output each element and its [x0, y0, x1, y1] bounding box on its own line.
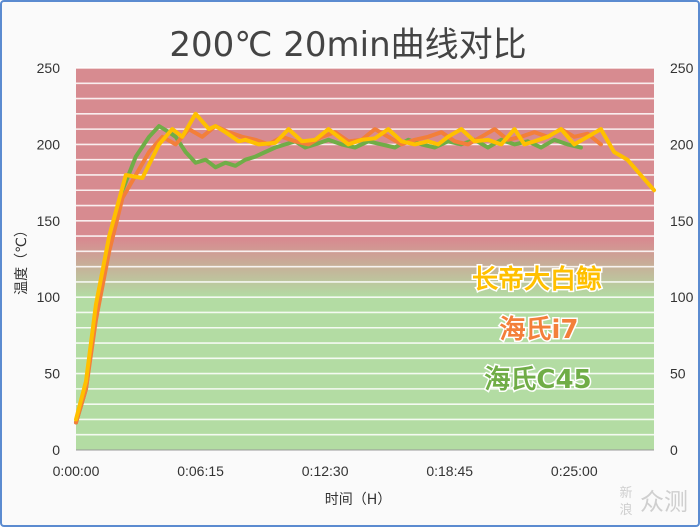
y-tick-label-right: 50: [670, 366, 686, 382]
y-axis-right-ticks: 0 50 100 150 200 250: [670, 60, 694, 458]
y-tick-label-right: 200: [670, 136, 694, 152]
legend-entry-haishi-i7: 海氏i7: [499, 315, 578, 345]
series-line-0: [74, 111, 656, 422]
y-tick-label-left: 200: [37, 136, 61, 152]
x-tick-label: 0:25:00: [551, 463, 598, 479]
y-tick-label-right: 0: [670, 442, 678, 458]
y-axis-label: 温度（℃）: [14, 223, 30, 295]
watermark: 新 浪 众测: [619, 485, 688, 518]
y-tick-label-left: 0: [52, 442, 60, 458]
watermark-text: 众测: [640, 488, 688, 516]
series-lines: [74, 111, 656, 425]
legend-entry-haishi-c45: 海氏C45: [484, 365, 591, 395]
y-tick-label-left: 100: [37, 289, 61, 305]
y-tick-label-right: 100: [670, 289, 694, 305]
x-tick-label: 0:12:30: [302, 463, 349, 479]
chart-title: 200℃ 20min曲线对比: [169, 25, 526, 65]
watermark-char-2: 浪: [619, 503, 632, 518]
x-axis-ticks: 0:00:00 0:06:15 0:12:30 0:18:45 0:25:00: [53, 463, 598, 479]
legend-entry-changdi: 长帝大白鲸: [472, 264, 602, 295]
legend: 长帝大白鲸 海氏i7 海氏C45: [470, 263, 603, 397]
x-tick-label: 0:18:45: [426, 463, 473, 479]
x-tick-label: 0:00:00: [53, 463, 100, 479]
x-axis-label: 时间（H）: [325, 492, 392, 508]
y-tick-label-left: 250: [37, 60, 61, 76]
horizontal-gridlines: [76, 67, 654, 436]
x-tick-label: 0:06:15: [177, 463, 224, 479]
y-tick-label-left: 150: [37, 213, 61, 229]
y-tick-label-right: 250: [670, 60, 694, 76]
y-tick-label-left: 50: [44, 366, 60, 382]
y-axis-left-ticks: 0 50 100 150 200 250: [37, 60, 61, 458]
watermark-char-1: 新: [619, 485, 632, 501]
y-tick-label-right: 150: [670, 213, 694, 229]
